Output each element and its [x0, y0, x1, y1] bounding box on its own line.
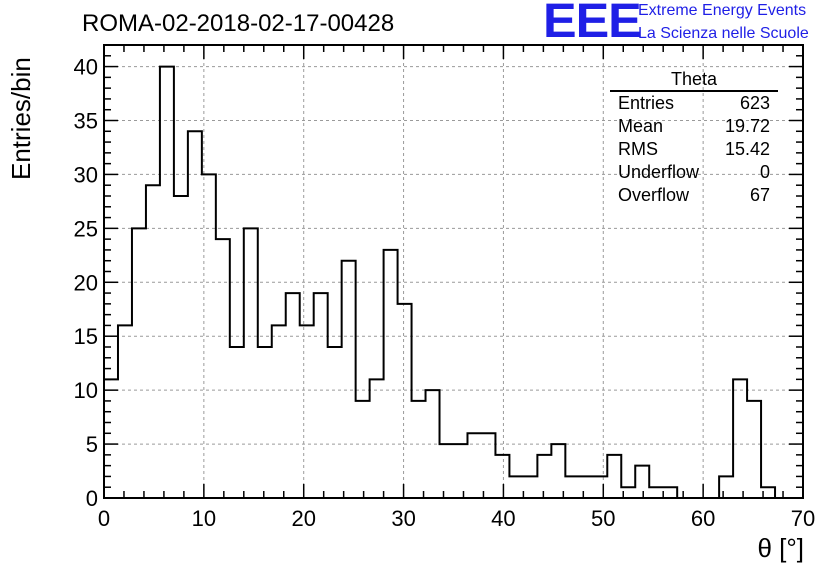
y-axis-label: Entries/bin — [6, 57, 36, 180]
logo-tagline-1: Extreme Energy Events — [638, 2, 807, 19]
y-tick-label: 40 — [74, 55, 98, 80]
stats-value: 623 — [739, 93, 770, 113]
stats-box: Theta Entries 623 Mean 19.72 RMS 15.42 U… — [610, 68, 778, 207]
x-tick-label: 0 — [98, 506, 110, 531]
stats-label: Overflow — [618, 185, 690, 205]
axis-tick-labels: 0 10 20 30 40 50 60 70 0 5 10 15 20 25 30 35 40 — [74, 55, 816, 531]
stats-row-entries: Entries 623 — [610, 92, 778, 115]
stats-row-rms: RMS 15.42 — [610, 138, 778, 161]
y-tick-label: 5 — [86, 432, 98, 457]
x-axis-label: θ [°] — [757, 533, 804, 563]
x-tick-label: 70 — [791, 506, 815, 531]
y-tick-label: 15 — [74, 324, 98, 349]
x-tick-label: 60 — [691, 506, 715, 531]
x-tick-label: 30 — [391, 506, 415, 531]
stats-value: 15.42 — [724, 139, 770, 159]
stats-row-underflow: Underflow 0 — [610, 161, 778, 184]
stats-value: 67 — [749, 185, 770, 205]
y-tick-label: 10 — [74, 378, 98, 403]
stats-value: 0 — [759, 162, 770, 182]
x-tick-label: 40 — [491, 506, 515, 531]
y-tick-label: 30 — [74, 162, 98, 187]
y-tick-label: 0 — [86, 486, 98, 511]
x-tick-label: 20 — [291, 506, 315, 531]
stats-label: RMS — [618, 139, 658, 159]
axis-ticks — [103, 44, 804, 499]
x-tick-label: 50 — [591, 506, 615, 531]
stats-label: Mean — [618, 116, 664, 136]
y-tick-label: 25 — [74, 216, 98, 241]
histogram-step-line — [103, 65, 803, 499]
stats-row-overflow: Overflow 67 — [610, 184, 778, 207]
stats-label: Entries — [618, 93, 675, 113]
grid-lines — [104, 45, 803, 498]
y-tick-label: 20 — [74, 270, 98, 295]
stats-value: 19.72 — [724, 116, 770, 136]
eee-logo: EEE — [543, 0, 642, 48]
logo-tagline-2: La Scienza nelle Scuole — [638, 25, 809, 42]
stats-title: Theta — [610, 68, 778, 92]
stats-row-mean: Mean 19.72 — [610, 115, 778, 138]
stats-label: Underflow — [618, 162, 700, 182]
plot-title: ROMA-02-2018-02-17-00428 — [82, 10, 395, 37]
x-tick-label: 10 — [192, 506, 216, 531]
y-tick-label: 35 — [74, 109, 98, 134]
